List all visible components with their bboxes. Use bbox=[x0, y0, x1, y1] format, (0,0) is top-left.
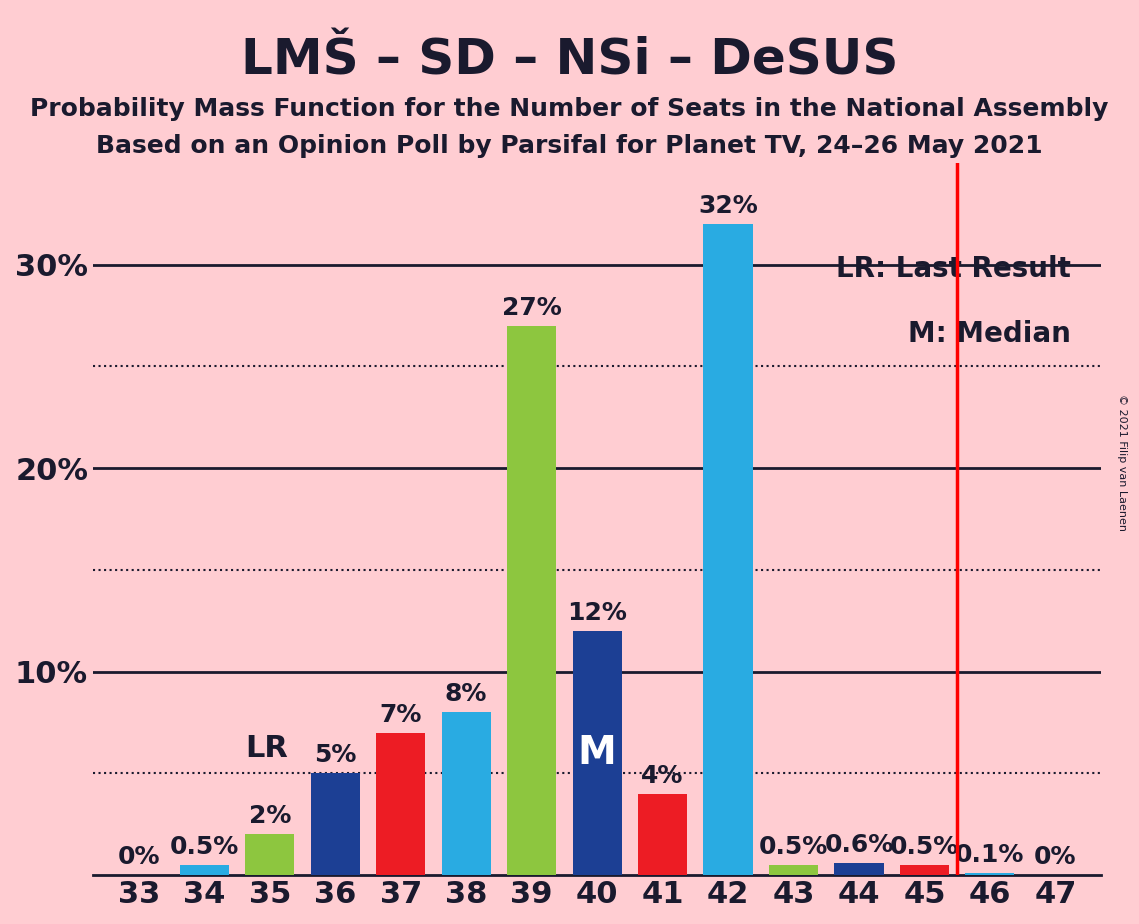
Text: 0.5%: 0.5% bbox=[890, 835, 959, 858]
Text: 5%: 5% bbox=[314, 743, 357, 767]
Bar bbox=[311, 773, 360, 875]
Text: M: Median: M: Median bbox=[908, 320, 1071, 347]
Bar bbox=[376, 733, 425, 875]
Bar bbox=[442, 712, 491, 875]
Text: 7%: 7% bbox=[379, 702, 421, 726]
Text: 0.6%: 0.6% bbox=[825, 833, 894, 857]
Text: 0%: 0% bbox=[1034, 845, 1076, 869]
Text: 27%: 27% bbox=[502, 296, 562, 320]
Text: 0.5%: 0.5% bbox=[170, 835, 239, 858]
Bar bbox=[180, 865, 229, 875]
Text: 32%: 32% bbox=[698, 194, 757, 218]
Bar bbox=[769, 865, 818, 875]
Text: 12%: 12% bbox=[567, 601, 628, 625]
Bar bbox=[638, 794, 687, 875]
Text: © 2021 Filip van Laenen: © 2021 Filip van Laenen bbox=[1117, 394, 1126, 530]
Text: LMŠ – SD – NSi – DeSUS: LMŠ – SD – NSi – DeSUS bbox=[240, 37, 899, 85]
Text: Based on an Opinion Poll by Parsifal for Planet TV, 24–26 May 2021: Based on an Opinion Poll by Parsifal for… bbox=[96, 134, 1043, 158]
Bar bbox=[835, 863, 884, 875]
Text: M: M bbox=[577, 734, 616, 772]
Text: 0.1%: 0.1% bbox=[956, 843, 1025, 867]
Bar bbox=[704, 224, 753, 875]
Text: LR: Last Result: LR: Last Result bbox=[836, 255, 1071, 284]
Text: LR: LR bbox=[245, 735, 288, 763]
Bar bbox=[507, 325, 556, 875]
Text: Probability Mass Function for the Number of Seats in the National Assembly: Probability Mass Function for the Number… bbox=[31, 97, 1108, 121]
Text: 2%: 2% bbox=[248, 804, 290, 828]
Text: 0%: 0% bbox=[117, 845, 161, 869]
Bar bbox=[573, 631, 622, 875]
Bar bbox=[966, 873, 1015, 875]
Bar bbox=[900, 865, 949, 875]
Text: 8%: 8% bbox=[445, 682, 487, 706]
Bar bbox=[245, 834, 294, 875]
Text: 0.5%: 0.5% bbox=[759, 835, 828, 858]
Text: 4%: 4% bbox=[641, 763, 683, 787]
